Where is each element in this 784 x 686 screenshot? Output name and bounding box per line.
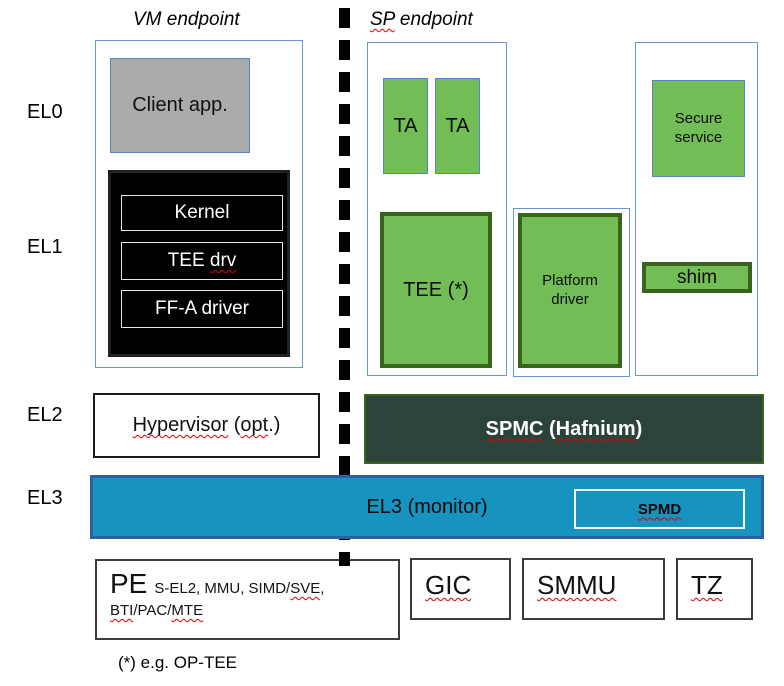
smmu-box: SMMU [522, 558, 665, 620]
shim-label: shim [676, 267, 718, 288]
ta-box-2: TA [435, 78, 480, 174]
tee-box: TEE (*) [380, 212, 492, 368]
spmc-box: SPMC (Hafnium) [364, 394, 764, 464]
ta-label-1: TA [393, 114, 418, 137]
pe-line1: PE S-EL2, MMU, SIMD/SVE, [110, 568, 325, 599]
gic-label: GIC [425, 570, 472, 600]
hypervisor-label: Hypervisor (opt.) [132, 414, 281, 436]
ffa-driver-label: FF-A driver [155, 298, 249, 319]
el3-label: EL3 [27, 487, 63, 509]
spmd-box: SPMD [574, 489, 745, 529]
pe-box: PE S-EL2, MMU, SIMD/SVE, BTI/PAC/MTE [95, 559, 400, 640]
shim-box: shim [642, 262, 752, 293]
pe-line2: BTI/PAC/MTE [110, 602, 204, 619]
platform-driver-box: Platform driver [518, 213, 622, 368]
ta-box-1: TA [383, 78, 428, 174]
gic-box: GIC [410, 558, 511, 620]
tz-box: TZ [676, 558, 753, 620]
sp-endpoint-title: SP endpoint [370, 9, 473, 31]
ffa-driver-box: FF-A driver [121, 290, 283, 328]
spmd-label: SPMD [637, 500, 682, 518]
sp-endpoint-title-word: SP [370, 9, 395, 30]
client-app-box: Client app. [110, 58, 250, 153]
smmu-label: SMMU [537, 570, 617, 600]
footnote: (*) e.g. OP-TEE [118, 653, 238, 672]
spmc-label: SPMC (Hafnium) [485, 417, 643, 440]
tee-label: TEE (*) [403, 278, 469, 301]
hypervisor-box: Hypervisor (opt.) [93, 393, 320, 458]
tee-drv-box: TEE drv [121, 242, 283, 280]
platform-driver-label: Platform driver [542, 271, 598, 308]
secure-service-label: Secure service [674, 109, 723, 146]
vm-kernel-stack: Kernel TEE drv FF-A driver [108, 170, 290, 357]
tz-label: TZ [691, 570, 723, 600]
vm-sp-boundary-dashed-line [339, 8, 350, 566]
ta-label-2: TA [445, 114, 470, 137]
sp-endpoint-title-rest: endpoint [394, 9, 473, 30]
el3-monitor-label: EL3 (monitor) [366, 495, 488, 518]
client-app-label: Client app. [132, 94, 228, 116]
kernel-label: Kernel [174, 202, 230, 223]
secure-service-box: Secure service [652, 80, 745, 177]
el1-label: EL1 [27, 236, 63, 258]
pe-label: PE [110, 568, 148, 599]
el3-monitor-bar: EL3 (monitor) SPMD [90, 475, 764, 539]
tee-drv-label: TEE drv [167, 250, 237, 271]
kernel-box: Kernel [121, 195, 283, 231]
el2-label: EL2 [27, 404, 63, 426]
el0-label: EL0 [27, 101, 63, 123]
vm-endpoint-title: VM endpoint [133, 9, 240, 30]
